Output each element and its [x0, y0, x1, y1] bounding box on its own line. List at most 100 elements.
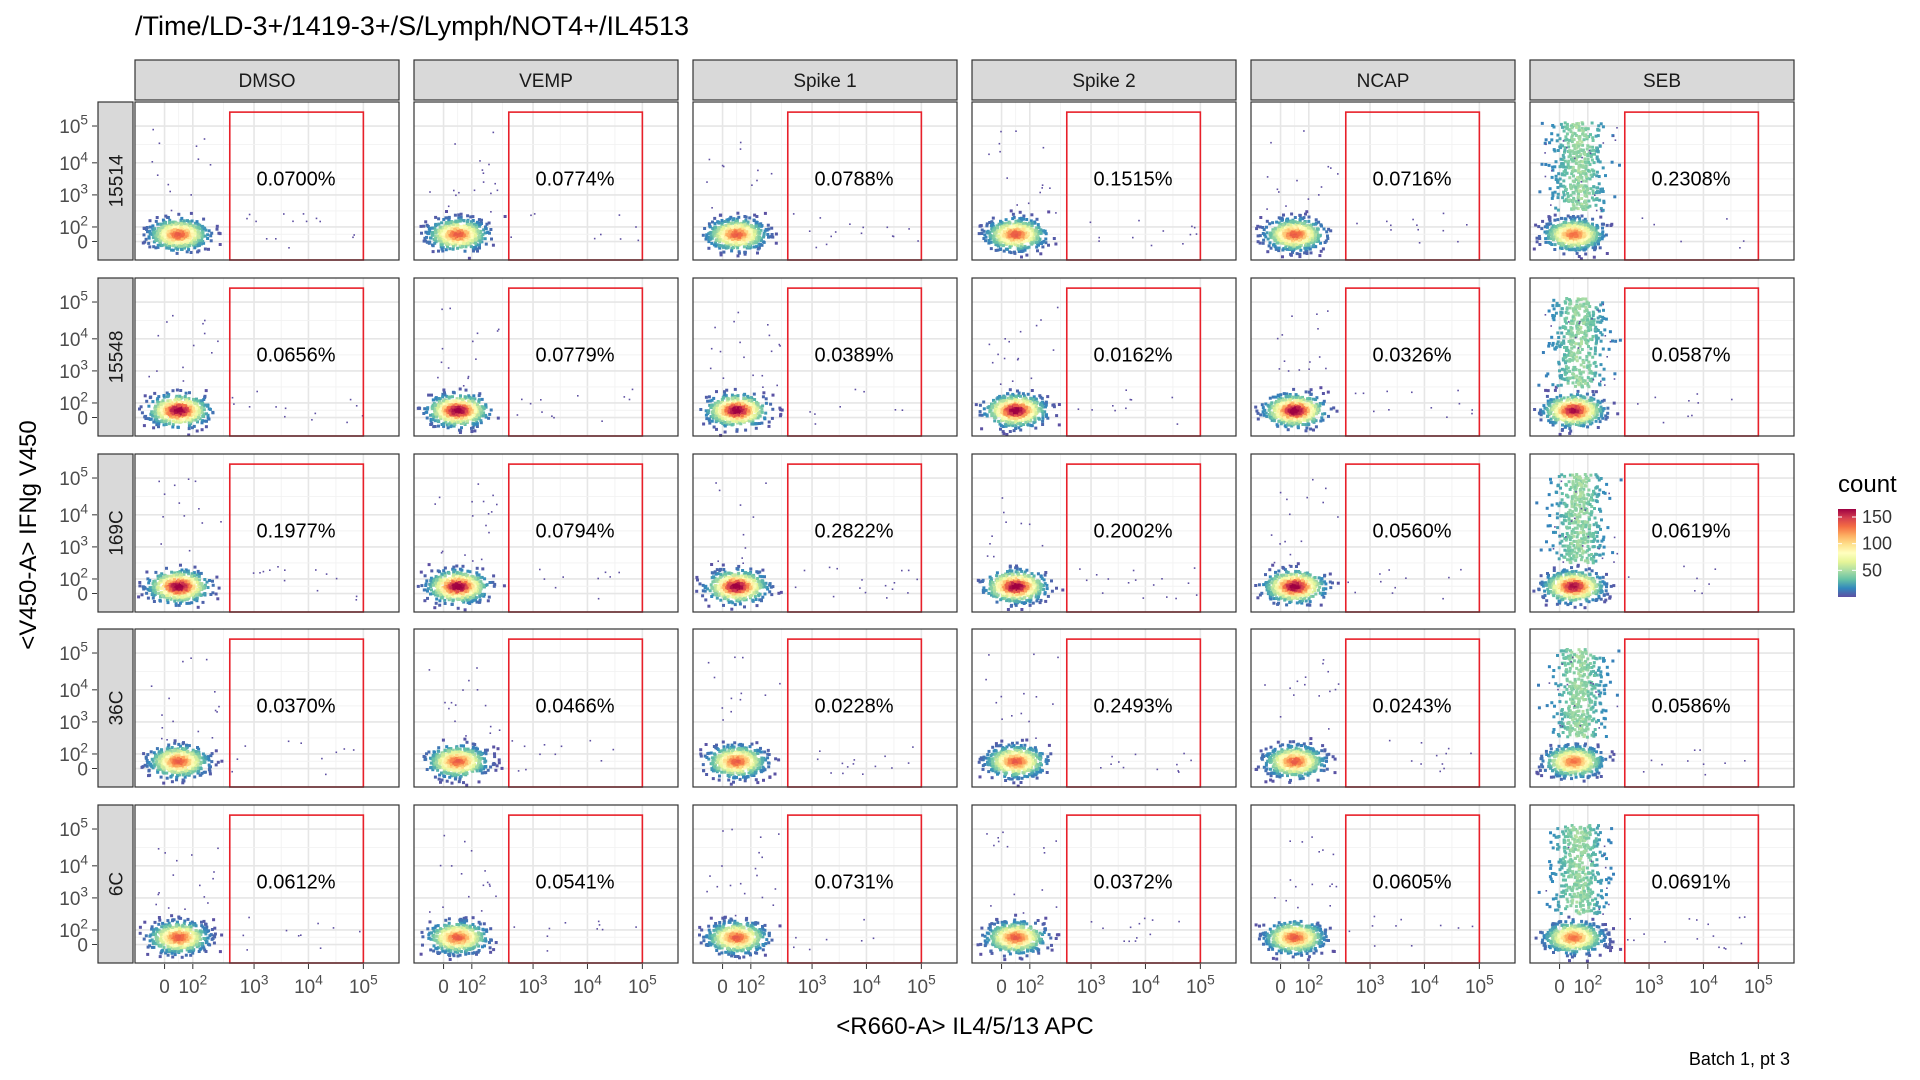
facet-panel: 0.0691%	[1529, 804, 1795, 964]
legend-title: count	[1838, 471, 1897, 498]
x-tick-label: 103	[1356, 972, 1385, 998]
gate-percentage: 0.0243%	[1373, 696, 1452, 718]
column-strip-label: SEB	[1643, 71, 1681, 92]
y-tick-label: 103	[59, 708, 88, 734]
event-density	[416, 483, 620, 612]
legend-colorbar	[1838, 509, 1856, 597]
column-strip: Spike 2	[971, 59, 1237, 101]
x-tick-label: 102	[736, 972, 765, 998]
panel-gridlines	[414, 278, 678, 436]
facet-panel: 0.0370%	[134, 628, 400, 788]
event-density	[1532, 121, 1745, 261]
x-axis-ticks: 0 102 103 104 105	[438, 964, 657, 998]
gate-percentage: 0.0619%	[1652, 521, 1731, 543]
gate-percentage: 0.0731%	[815, 872, 894, 894]
facet-panel: 0.0605%	[1250, 804, 1516, 964]
y-tick-label: 0	[77, 936, 88, 957]
gate-percentage: 0.0326%	[1373, 345, 1452, 367]
facet-panel: 0.0700%	[134, 101, 400, 261]
column-strip-label: VEMP	[519, 71, 573, 92]
x-tick-label: 102	[178, 972, 207, 998]
facet-panel: 0.0779%	[413, 277, 679, 437]
gate-percentage: 0.1515%	[1094, 169, 1173, 191]
x-tick-label: 104	[294, 972, 323, 998]
event-density	[140, 657, 355, 785]
chart-title: /Time/LD-3+/1419-3+/S/Lymph/NOT4+/IL4513	[135, 11, 689, 41]
facet-panels: DMSO VEMP Spike 1 Spike 2 NCAP SEB15514010210…	[59, 59, 1795, 998]
x-tick-label: 103	[240, 972, 269, 998]
x-tick-label: 0	[1275, 977, 1286, 998]
legend-tick-label: 50	[1862, 560, 1882, 580]
event-density	[138, 847, 361, 959]
event-density	[1254, 836, 1474, 962]
gate-percentage: 0.0788%	[815, 169, 894, 191]
y-tick-label: 104	[59, 852, 88, 878]
y-tick-label: 105	[59, 464, 88, 490]
x-axis-ticks: 0 102 103 104 105	[1275, 964, 1494, 998]
event-density	[698, 828, 875, 960]
row-strip-label: 15514	[107, 154, 128, 207]
gate-percentage: 0.0162%	[1094, 345, 1173, 367]
facet-panel: 0.0716%	[1250, 101, 1516, 261]
gate-percentage: 0.2493%	[1094, 696, 1173, 718]
y-tick-label: 104	[59, 149, 88, 175]
facet-panel: 0.0656%	[134, 277, 400, 437]
gate-percentage: 0.0656%	[257, 345, 336, 367]
gate-percentage: 0.0587%	[1652, 345, 1731, 367]
y-tick-label: 102	[59, 389, 88, 415]
column-strip: Spike 1	[692, 59, 958, 101]
facet-panel: 0.0794%	[413, 453, 679, 613]
caption: Batch 1, pt 3	[1689, 1049, 1790, 1069]
y-tick-label: 103	[59, 884, 88, 910]
facet-panel: 0.0243%	[1250, 628, 1516, 788]
x-tick-label: 104	[852, 972, 881, 998]
gate-percentage: 0.0370%	[257, 696, 336, 718]
event-density	[977, 130, 1198, 259]
gate-percentage: 0.0794%	[536, 521, 615, 543]
x-tick-label: 102	[1294, 972, 1323, 998]
facet-panel: 0.2493%	[971, 628, 1237, 788]
facet-panel: 0.2822%	[692, 453, 958, 613]
row-strip-label: 15548	[107, 331, 128, 384]
x-tick-label: 103	[519, 972, 548, 998]
panel-gridlines	[414, 629, 678, 787]
panel-gridlines	[972, 102, 1236, 260]
x-tick-label: 103	[798, 972, 827, 998]
x-tick-label: 104	[1410, 972, 1439, 998]
facet-panel: 0.1515%	[971, 101, 1237, 261]
x-tick-label: 0	[1554, 977, 1565, 998]
facet-panel: 0.0788%	[692, 101, 958, 261]
event-density	[977, 653, 1192, 788]
event-density	[974, 306, 1179, 436]
row-strip: 15514	[97, 101, 134, 261]
facet-panel: 0.0389%	[692, 277, 958, 437]
x-axis-ticks: 0 102 103 104 105	[996, 964, 1215, 998]
y-tick-label: 105	[59, 639, 88, 665]
event-density	[701, 141, 919, 258]
gate-percentage: 0.0372%	[1094, 872, 1173, 894]
column-strip: SEB	[1529, 59, 1795, 101]
event-density	[422, 667, 615, 787]
legend-tick-label: 150	[1862, 507, 1892, 527]
row-strip-label: 36C	[107, 691, 128, 726]
row-strip: 169C	[97, 453, 134, 613]
y-tick-label: 0	[77, 409, 88, 430]
x-tick-label: 103	[1077, 972, 1106, 998]
facet-panel: 0.0541%	[413, 804, 679, 964]
x-tick-label: 105	[628, 972, 657, 998]
x-tick-label: 0	[438, 977, 449, 998]
x-tick-label: 102	[457, 972, 486, 998]
gate-percentage: 0.0541%	[536, 872, 615, 894]
y-tick-label: 0	[77, 760, 88, 781]
gate-percentage: 0.0560%	[1373, 521, 1452, 543]
facet-panel: 0.0326%	[1250, 277, 1516, 437]
panel-gridlines	[1251, 805, 1515, 963]
facet-panel: 0.0586%	[1529, 628, 1795, 788]
gate-percentage: 0.0612%	[257, 872, 336, 894]
event-density	[1254, 310, 1473, 433]
gate-percentage: 0.0228%	[815, 696, 894, 718]
gate-percentage: 0.0389%	[815, 345, 894, 367]
gate-percentage: 0.0605%	[1373, 872, 1452, 894]
y-tick-label: 0	[77, 233, 88, 254]
